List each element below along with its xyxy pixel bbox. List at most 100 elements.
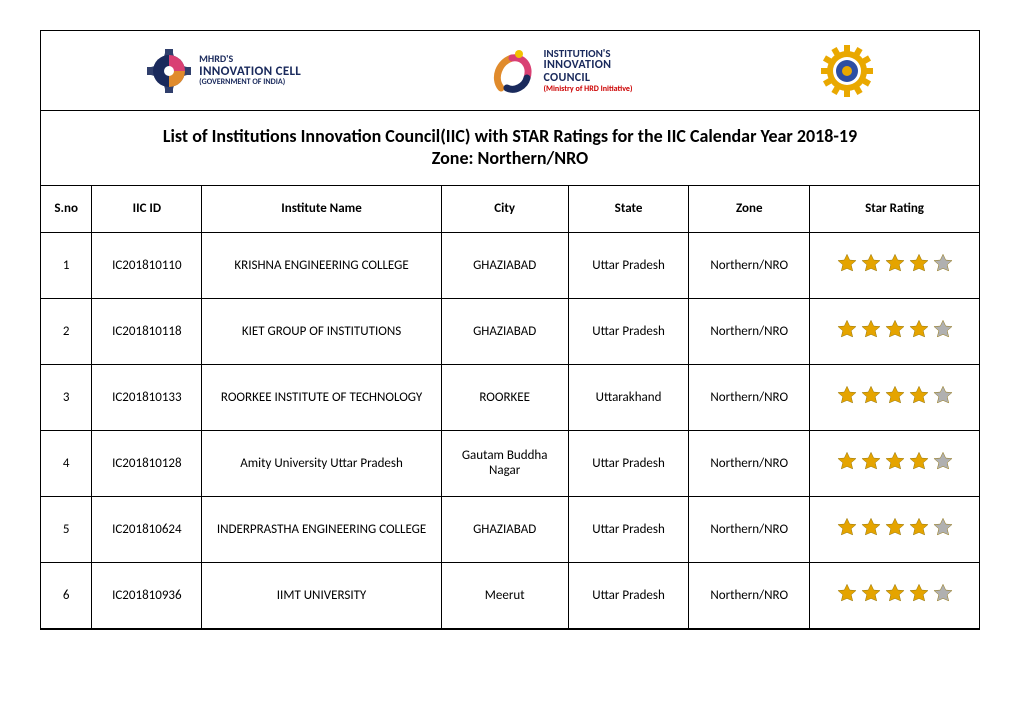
table-header-row: S.noIIC IDInstitute NameCityStateZoneSta…: [41, 186, 979, 232]
table-row: 3IC201810133ROORKEE INSTITUTE OF TECHNOL…: [41, 364, 979, 430]
logo-iic-line2b: COUNCIL: [543, 72, 632, 85]
cell-zone: Northern/NRO: [689, 430, 810, 496]
star-rating: [836, 516, 954, 538]
star-rating: [836, 582, 954, 604]
table-row: 5IC201810624INDERPRASTHA ENGINEERING COL…: [41, 496, 979, 562]
table-row: 4IC201810128Amity University Uttar Prade…: [41, 430, 979, 496]
star-rating: [836, 450, 954, 472]
cell-zone: Northern/NRO: [689, 496, 810, 562]
cell-iic_id: IC201810133: [92, 364, 202, 430]
cell-sno: 4: [41, 430, 92, 496]
cell-stars: [810, 562, 979, 628]
star-rating: [836, 252, 954, 274]
ratings-table: S.noIIC IDInstitute NameCityStateZoneSta…: [41, 186, 979, 629]
star-rating: [836, 384, 954, 406]
star-icon: [908, 318, 930, 340]
cell-name: IIMT UNIVERSITY: [202, 562, 441, 628]
cell-iic_id: IC201810936: [92, 562, 202, 628]
star-icon: [884, 252, 906, 274]
cell-iic_id: IC201810624: [92, 496, 202, 562]
cell-sno: 3: [41, 364, 92, 430]
document-outer: MHRD'S INNOVATION CELL (GOVERNMENT OF IN…: [40, 30, 980, 630]
star-rating: [836, 318, 954, 340]
table-row: 1IC201810110KRISHNA ENGINEERING COLLEGEG…: [41, 232, 979, 298]
swirl-icon: [489, 48, 535, 94]
star-icon: [884, 318, 906, 340]
cell-name: KIET GROUP OF INSTITUTIONS: [202, 298, 441, 364]
star-icon: [836, 384, 858, 406]
cell-name: INDERPRASTHA ENGINEERING COLLEGE: [202, 496, 441, 562]
cell-stars: [810, 364, 979, 430]
cell-name: Amity University Uttar Pradesh: [202, 430, 441, 496]
cell-sno: 1: [41, 232, 92, 298]
star-icon: [836, 582, 858, 604]
logo-iic-text: INSTITUTION'S INNOVATION COUNCIL (Minist…: [543, 48, 632, 93]
star-icon: [860, 450, 882, 472]
emblem-icon: [821, 45, 873, 97]
cell-state: Uttar Pradesh: [568, 562, 689, 628]
col-header-iic_id: IIC ID: [92, 186, 202, 232]
star-icon: [932, 252, 954, 274]
table-body: 1IC201810110KRISHNA ENGINEERING COLLEGEG…: [41, 232, 979, 628]
cell-state: Uttar Pradesh: [568, 232, 689, 298]
cell-state: Uttarakhand: [568, 364, 689, 430]
star-icon: [884, 450, 906, 472]
star-icon: [908, 516, 930, 538]
col-header-city: City: [441, 186, 568, 232]
cell-stars: [810, 232, 979, 298]
cell-city: ROORKEE: [441, 364, 568, 430]
cell-city: GHAZIABAD: [441, 496, 568, 562]
logo-iic-line3: (Ministry of HRD Initiative): [543, 85, 632, 93]
col-header-name: Institute Name: [202, 186, 441, 232]
col-header-state: State: [568, 186, 689, 232]
star-icon: [884, 582, 906, 604]
star-icon: [836, 318, 858, 340]
star-icon: [932, 318, 954, 340]
cell-zone: Northern/NRO: [689, 232, 810, 298]
star-icon: [884, 384, 906, 406]
logo-iic: INSTITUTION'S INNOVATION COUNCIL (Minist…: [489, 48, 632, 94]
logo-row: MHRD'S INNOVATION CELL (GOVERNMENT OF IN…: [41, 31, 979, 111]
star-icon: [932, 582, 954, 604]
logo-aicte: [821, 45, 873, 97]
star-icon: [860, 582, 882, 604]
cell-state: Uttar Pradesh: [568, 430, 689, 496]
cell-city: GHAZIABAD: [441, 298, 568, 364]
table-row: 2IC201810118KIET GROUP OF INSTITUTIONSGH…: [41, 298, 979, 364]
star-icon: [932, 450, 954, 472]
star-icon: [908, 450, 930, 472]
cell-city: Gautam Buddha Nagar: [441, 430, 568, 496]
col-header-zone: Zone: [689, 186, 810, 232]
cell-name: ROORKEE INSTITUTE OF TECHNOLOGY: [202, 364, 441, 430]
star-icon: [932, 516, 954, 538]
cell-stars: [810, 496, 979, 562]
cell-iic_id: IC201810110: [92, 232, 202, 298]
logo-mhrd-line2: INNOVATION CELL: [199, 65, 301, 79]
logo-mhrd-text: MHRD'S INNOVATION CELL (GOVERNMENT OF IN…: [199, 54, 301, 87]
star-icon: [836, 516, 858, 538]
cell-zone: Northern/NRO: [689, 364, 810, 430]
col-header-stars: Star Rating: [810, 186, 979, 232]
col-header-sno: S.no: [41, 186, 92, 232]
cell-sno: 2: [41, 298, 92, 364]
cell-zone: Northern/NRO: [689, 562, 810, 628]
page-title-line1: List of Institutions Innovation Council(…: [51, 125, 969, 147]
star-icon: [836, 450, 858, 472]
logo-mhrd: MHRD'S INNOVATION CELL (GOVERNMENT OF IN…: [147, 49, 301, 93]
title-row: List of Institutions Innovation Council(…: [41, 111, 979, 186]
star-icon: [836, 252, 858, 274]
cell-sno: 6: [41, 562, 92, 628]
star-icon: [908, 582, 930, 604]
cell-stars: [810, 430, 979, 496]
cell-zone: Northern/NRO: [689, 298, 810, 364]
cell-iic_id: IC201810128: [92, 430, 202, 496]
logo-mhrd-line3: (GOVERNMENT OF INDIA): [199, 78, 301, 86]
star-icon: [908, 384, 930, 406]
star-icon: [860, 516, 882, 538]
cell-state: Uttar Pradesh: [568, 298, 689, 364]
cell-city: Meerut: [441, 562, 568, 628]
cell-stars: [810, 298, 979, 364]
star-icon: [908, 252, 930, 274]
cell-city: GHAZIABAD: [441, 232, 568, 298]
table-row: 6IC201810936IIMT UNIVERSITYMeerutUttar P…: [41, 562, 979, 628]
